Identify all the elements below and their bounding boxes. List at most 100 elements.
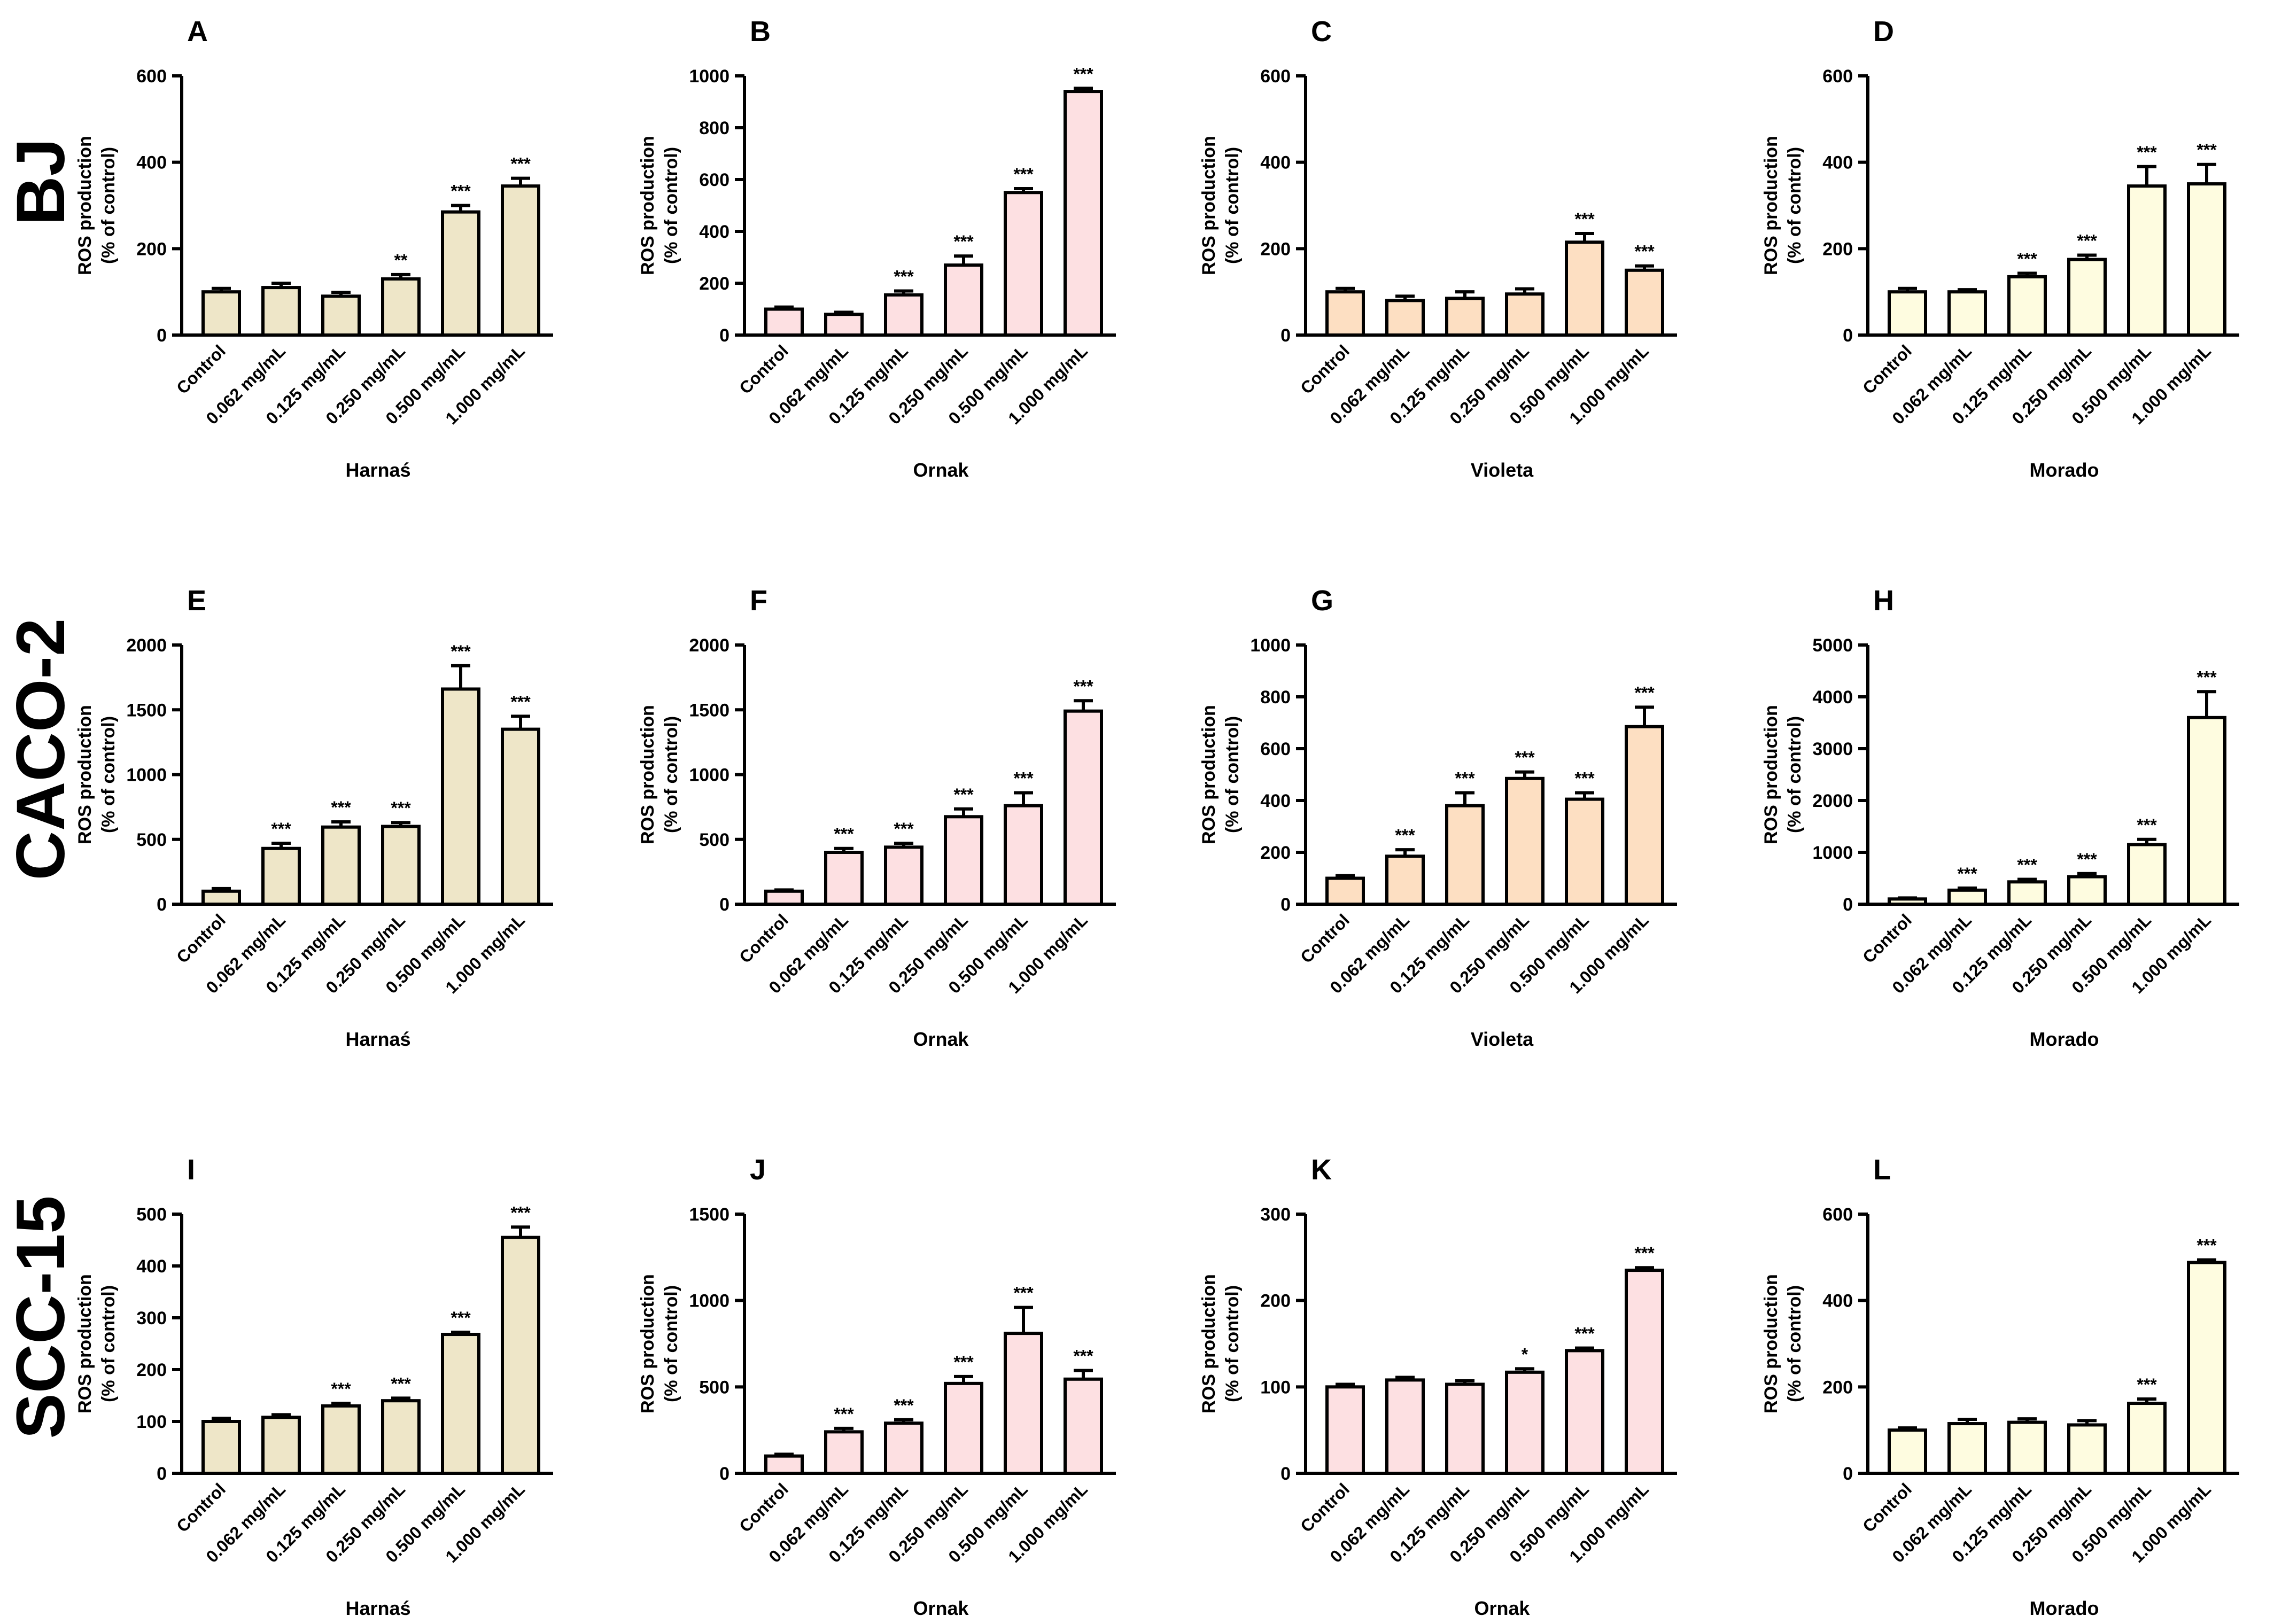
significance-label: ***: [834, 825, 854, 844]
x-tick-label: Control: [1297, 1479, 1353, 1536]
significance-label: ***: [2137, 1375, 2157, 1394]
bar: [1565, 240, 1604, 337]
significance-label: ***: [1395, 826, 1415, 845]
y-tick-label: 0: [719, 895, 729, 915]
bar: [381, 1399, 421, 1475]
bar: [1888, 290, 1927, 337]
significance-label: ***: [1574, 1324, 1595, 1343]
x-axis-title: Ornak: [913, 459, 969, 481]
x-tick-label: Control: [735, 1479, 792, 1536]
bar: [1445, 1382, 1485, 1475]
significance-label: ***: [2077, 850, 2097, 869]
significance-label: ***: [1013, 165, 1034, 184]
bar: [1064, 90, 1103, 337]
significance-label: ***: [894, 819, 914, 838]
panel-letter: G: [1311, 585, 1333, 617]
bar: [2067, 258, 2107, 337]
y-tick-label: 200: [1260, 239, 1291, 259]
bar: [764, 889, 804, 906]
significance-label: ***: [834, 1404, 854, 1424]
bar: [2007, 275, 2047, 337]
panel-a: A 0 200 400 600 ROS production (% of control) C…: [75, 15, 553, 481]
x-tick-label: Control: [1859, 341, 1915, 398]
bar: [2187, 1261, 2226, 1475]
bar: [884, 845, 923, 906]
x-axis-title: Violeta: [1471, 1028, 1534, 1050]
y-tick-label: 1000: [126, 765, 167, 786]
bar: [944, 815, 983, 906]
bar: [1505, 776, 1545, 906]
y-tick-label: 400: [1260, 791, 1291, 811]
y-tick-label: 2000: [126, 635, 167, 656]
y-tick-label: 2000: [1812, 791, 1853, 811]
bar: [441, 210, 480, 337]
panel-letter: D: [1873, 15, 1894, 48]
y-tick-label: 0: [719, 325, 729, 346]
y-axis-title: ROS production (% of control): [1199, 136, 1243, 275]
bar: [1625, 725, 1664, 906]
y-tick-label: 200: [1822, 239, 1853, 259]
y-tick-label: 400: [1260, 153, 1291, 173]
y-tick-label: 5000: [1812, 635, 1853, 656]
x-axis-title: Morado: [2030, 1028, 2099, 1050]
bar: [2187, 182, 2226, 337]
panel-letter: I: [187, 1154, 195, 1186]
y-tick-label: 0: [1280, 325, 1291, 346]
panel-letter: E: [187, 585, 206, 617]
y-tick-label: 1000: [689, 66, 729, 87]
y-tick-label: 400: [699, 222, 729, 242]
bar: [2067, 875, 2107, 906]
bar: [1385, 1378, 1425, 1475]
significance-label: ***: [1634, 242, 1655, 261]
y-tick-label: 2000: [689, 635, 729, 656]
bar: [1888, 1428, 1927, 1475]
significance-label: ***: [331, 798, 351, 817]
y-tick-label: 4000: [1812, 687, 1853, 708]
significance-label: ***: [391, 1374, 411, 1393]
bar: [884, 1421, 923, 1475]
y-tick-label: 400: [136, 153, 167, 173]
bar: [321, 825, 361, 906]
y-tick-label: 600: [699, 170, 729, 190]
bar: [944, 263, 983, 337]
y-tick-label: 1000: [1250, 635, 1291, 656]
bar: [1004, 191, 1043, 337]
y-tick-label: 300: [136, 1308, 167, 1328]
significance-label: ***: [2197, 1236, 2217, 1255]
panel-k: K 0 100 200 300 ROS production (% of control) C…: [1199, 1154, 1677, 1619]
bar: [1325, 876, 1365, 906]
significance-label: ***: [1957, 864, 1977, 883]
bar: [1888, 897, 1927, 906]
significance-label: ***: [451, 182, 471, 201]
panel-f: F 0 500 1000 1500 2000 ROS production (% of con…: [638, 585, 1116, 1050]
bar: [2127, 843, 2167, 906]
significance-label: ***: [331, 1379, 351, 1398]
x-axis-title: Harnaś: [345, 1028, 410, 1050]
x-tick-label: Control: [1859, 910, 1915, 967]
bar: [1505, 1370, 1545, 1475]
y-tick-label: 1000: [1812, 843, 1853, 863]
bar: [1565, 797, 1604, 906]
y-tick-label: 800: [1260, 687, 1291, 708]
bar: [824, 1430, 864, 1475]
y-tick-label: 400: [1822, 1291, 1853, 1311]
panel-letter: L: [1873, 1154, 1891, 1186]
bar: [261, 286, 301, 337]
bar: [2127, 184, 2167, 337]
bar: [2007, 880, 2047, 906]
panel-letter: A: [187, 15, 208, 48]
significance-label: ***: [1013, 1284, 1034, 1303]
bar: [1947, 1422, 1987, 1475]
x-tick-label: Control: [173, 910, 229, 967]
bar: [944, 1381, 983, 1475]
bar: [1325, 1385, 1365, 1475]
bar: [1385, 299, 1425, 337]
y-tick-label: 100: [136, 1412, 167, 1432]
significance-label: ***: [953, 785, 974, 804]
bar: [1064, 1377, 1103, 1475]
y-axis-title: ROS production (% of control): [1761, 1274, 1805, 1413]
significance-label: ***: [510, 1203, 531, 1222]
x-axis-title: Morado: [2030, 459, 2099, 481]
bar: [1625, 268, 1664, 337]
y-tick-label: 600: [1822, 1205, 1853, 1225]
